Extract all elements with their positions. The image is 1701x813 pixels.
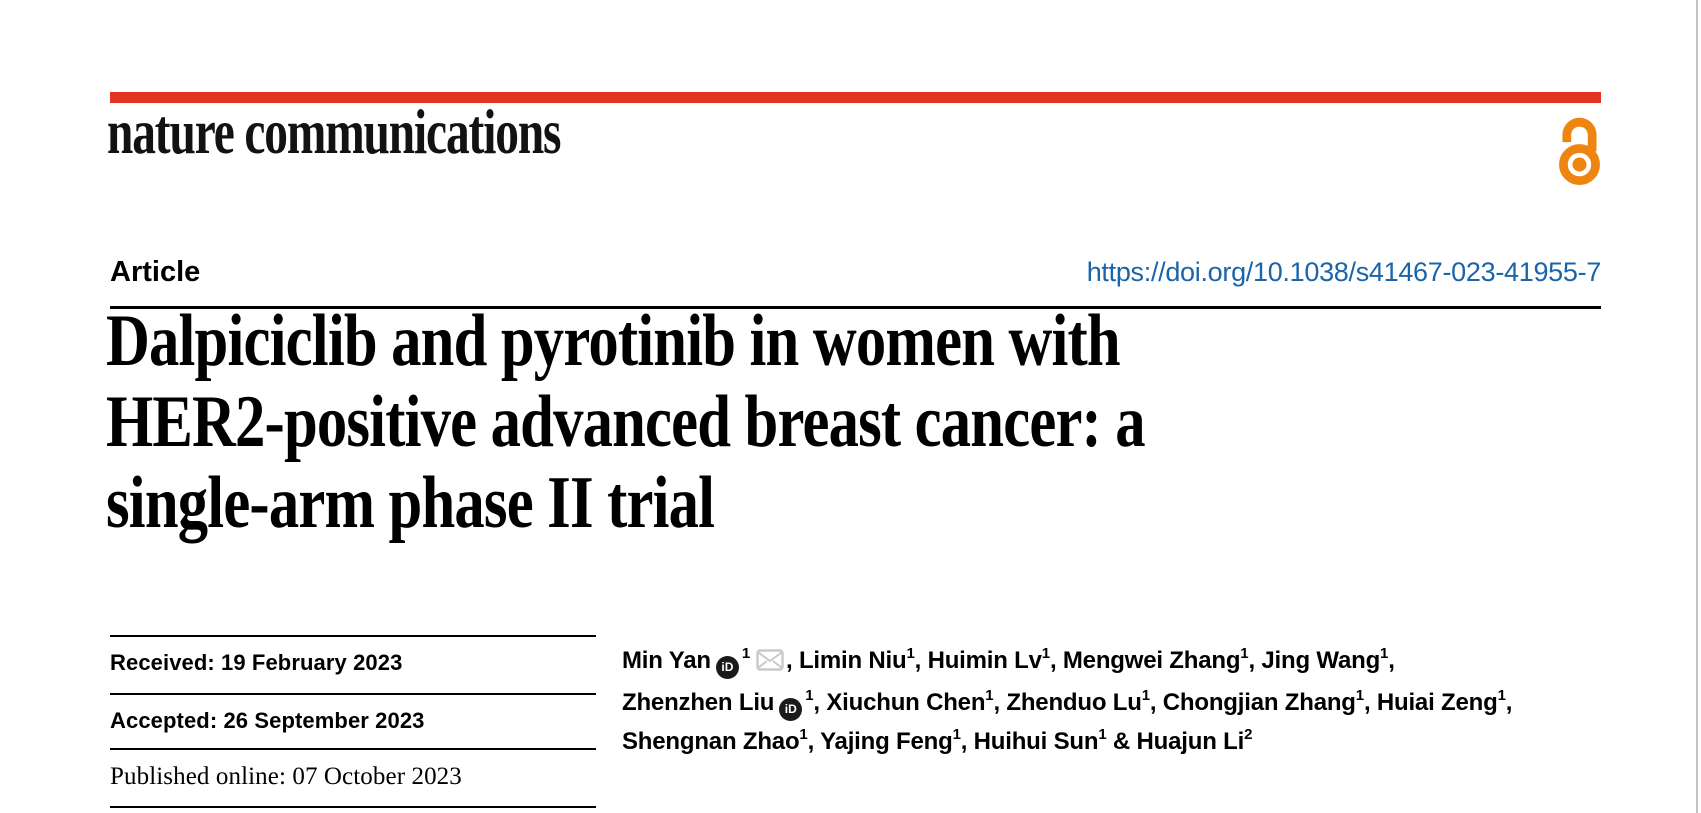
title-divider-rule <box>110 306 1601 309</box>
accepted-date: Accepted: 26 September 2023 <box>110 693 596 748</box>
published-online-date: Published online: 07 October 2023 <box>110 748 596 806</box>
journal-logo: nature communications <box>107 96 561 167</box>
author-name: Huajun Li <box>1136 728 1245 755</box>
article-title-line: Dalpiciclib and pyrotinib in women with <box>106 300 1121 382</box>
author-name: Huimin Lv <box>927 647 1042 674</box>
author-name: Chongjian Zhang <box>1162 689 1356 716</box>
orcid-icon[interactable]: iD <box>779 698 803 721</box>
article-type-label: Article <box>110 256 201 288</box>
affiliation-superscript: 1 <box>952 726 961 743</box>
author-separator: , <box>993 689 1007 716</box>
article-title: Dalpiciclib and pyrotinib in women with … <box>106 301 1549 544</box>
received-date: Received: 19 February 2023 <box>110 635 596 693</box>
author-name: Limin Niu <box>798 647 907 674</box>
author-separator: , <box>1049 647 1063 674</box>
author-name: Huiai Zeng <box>1376 689 1498 716</box>
email-icon[interactable] <box>756 644 784 683</box>
dates-bottom-rule <box>110 806 596 808</box>
author-separator: , <box>1248 647 1262 674</box>
author-separator: , <box>1149 689 1163 716</box>
affiliation-superscript: 1 <box>1240 645 1249 662</box>
author-line: Min Yan iD1, Limin Niu1, Huimin Lv1, Meng… <box>622 641 1582 683</box>
article-title-line: HER2-positive advanced breast cancer: a <box>106 381 1146 463</box>
author-separator: , <box>813 689 827 716</box>
affiliation-superscript: 1 <box>906 645 915 662</box>
affiliation-superscript: 1 <box>985 687 994 704</box>
author-name: Xiuchun Chen <box>826 689 986 716</box>
affiliation-superscript: 1 <box>741 645 751 662</box>
author-name: Shengnan Zhao <box>622 728 800 755</box>
affiliation-superscript: 1 <box>1041 645 1050 662</box>
author-name: Zhenzhen Liu <box>622 689 775 716</box>
orcid-icon[interactable]: iD <box>715 656 739 679</box>
author-separator: , <box>1505 689 1513 716</box>
affiliation-superscript: 1 <box>1098 726 1107 743</box>
affiliation-superscript: 1 <box>805 687 814 704</box>
page-edge-line <box>1696 0 1698 813</box>
author-name: Yajing Feng <box>820 728 953 755</box>
affiliation-superscript: 1 <box>799 726 808 743</box>
author-separator: , <box>807 728 821 755</box>
author-separator: , <box>1388 647 1395 674</box>
author-name: Min Yan <box>622 647 711 674</box>
article-title-line: single-arm phase II trial <box>106 462 715 544</box>
author-name: Mengwei Zhang <box>1062 647 1241 674</box>
affiliation-superscript: 2 <box>1244 726 1253 743</box>
doi-link[interactable]: https://doi.org/10.1038/s41467-023-41955… <box>1086 257 1602 287</box>
author-separator: , <box>1363 689 1377 716</box>
author-name: Huihui Sun <box>973 728 1099 755</box>
affiliation-superscript: 1 <box>1141 687 1150 704</box>
affiliation-superscript: 1 <box>1380 645 1389 662</box>
author-line: Shengnan Zhao1, Yajing Feng1, Huihui Sun… <box>622 722 1582 761</box>
author-separator: , <box>786 647 799 674</box>
author-separator: , <box>914 647 928 674</box>
affiliation-superscript: 1 <box>1497 687 1506 704</box>
author-line: Zhenzhen Liu iD1, Xiuchun Chen1, Zhenduo … <box>622 683 1582 722</box>
open-access-icon <box>1559 117 1600 186</box>
author-name: Jing Wang <box>1261 647 1381 674</box>
article-header-row: Article https://doi.org/10.1038/s41467-0… <box>110 256 1601 289</box>
author-lines: Min Yan iD1, Limin Niu1, Huimin Lv1, Meng… <box>622 641 1582 761</box>
article-dates-column: Received: 19 February 2023 Accepted: 26 … <box>110 635 596 808</box>
author-separator: , <box>960 728 974 755</box>
author-name: Zhenduo Lu <box>1006 689 1142 716</box>
author-separator: & <box>1106 728 1137 755</box>
affiliation-superscript: 1 <box>1355 687 1364 704</box>
journal-brand-bar <box>110 92 1601 103</box>
